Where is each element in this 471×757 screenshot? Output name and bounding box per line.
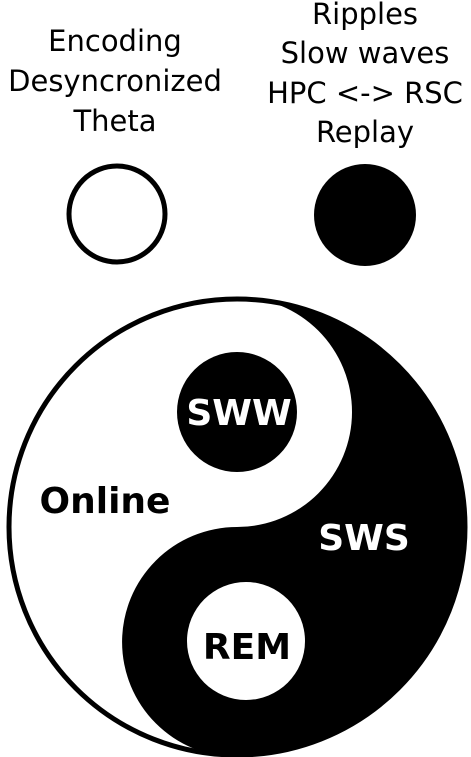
black-dot [177,352,297,472]
yin-yang-symbol: SWW REM Online SWS [6,296,468,757]
open-circle-marker [66,163,168,265]
legend-right-line-4: Replay [316,115,414,149]
legend-left-line-3: Theta [72,104,156,138]
filled-circle-marker [314,164,416,266]
legend-right-line-1: Ripples [312,0,418,31]
legend-left-line-2: Desyncronized [8,64,222,98]
legend-right: Ripples Slow waves HPC <-> RSC Replay [267,0,463,266]
legend-right-line-3: HPC <-> RSC [267,76,463,110]
white-dot [187,582,305,700]
sws-label: SWS [318,518,410,559]
rem-label: REM [203,627,291,668]
legend-left-line-1: Encoding [48,24,182,58]
legend-left: Encoding Desyncronized Theta [8,24,222,265]
online-label: Online [40,481,171,522]
legend-right-line-2: Slow waves [281,36,450,70]
sww-label: SWW [186,393,291,434]
yin-yang-outline [6,296,468,757]
